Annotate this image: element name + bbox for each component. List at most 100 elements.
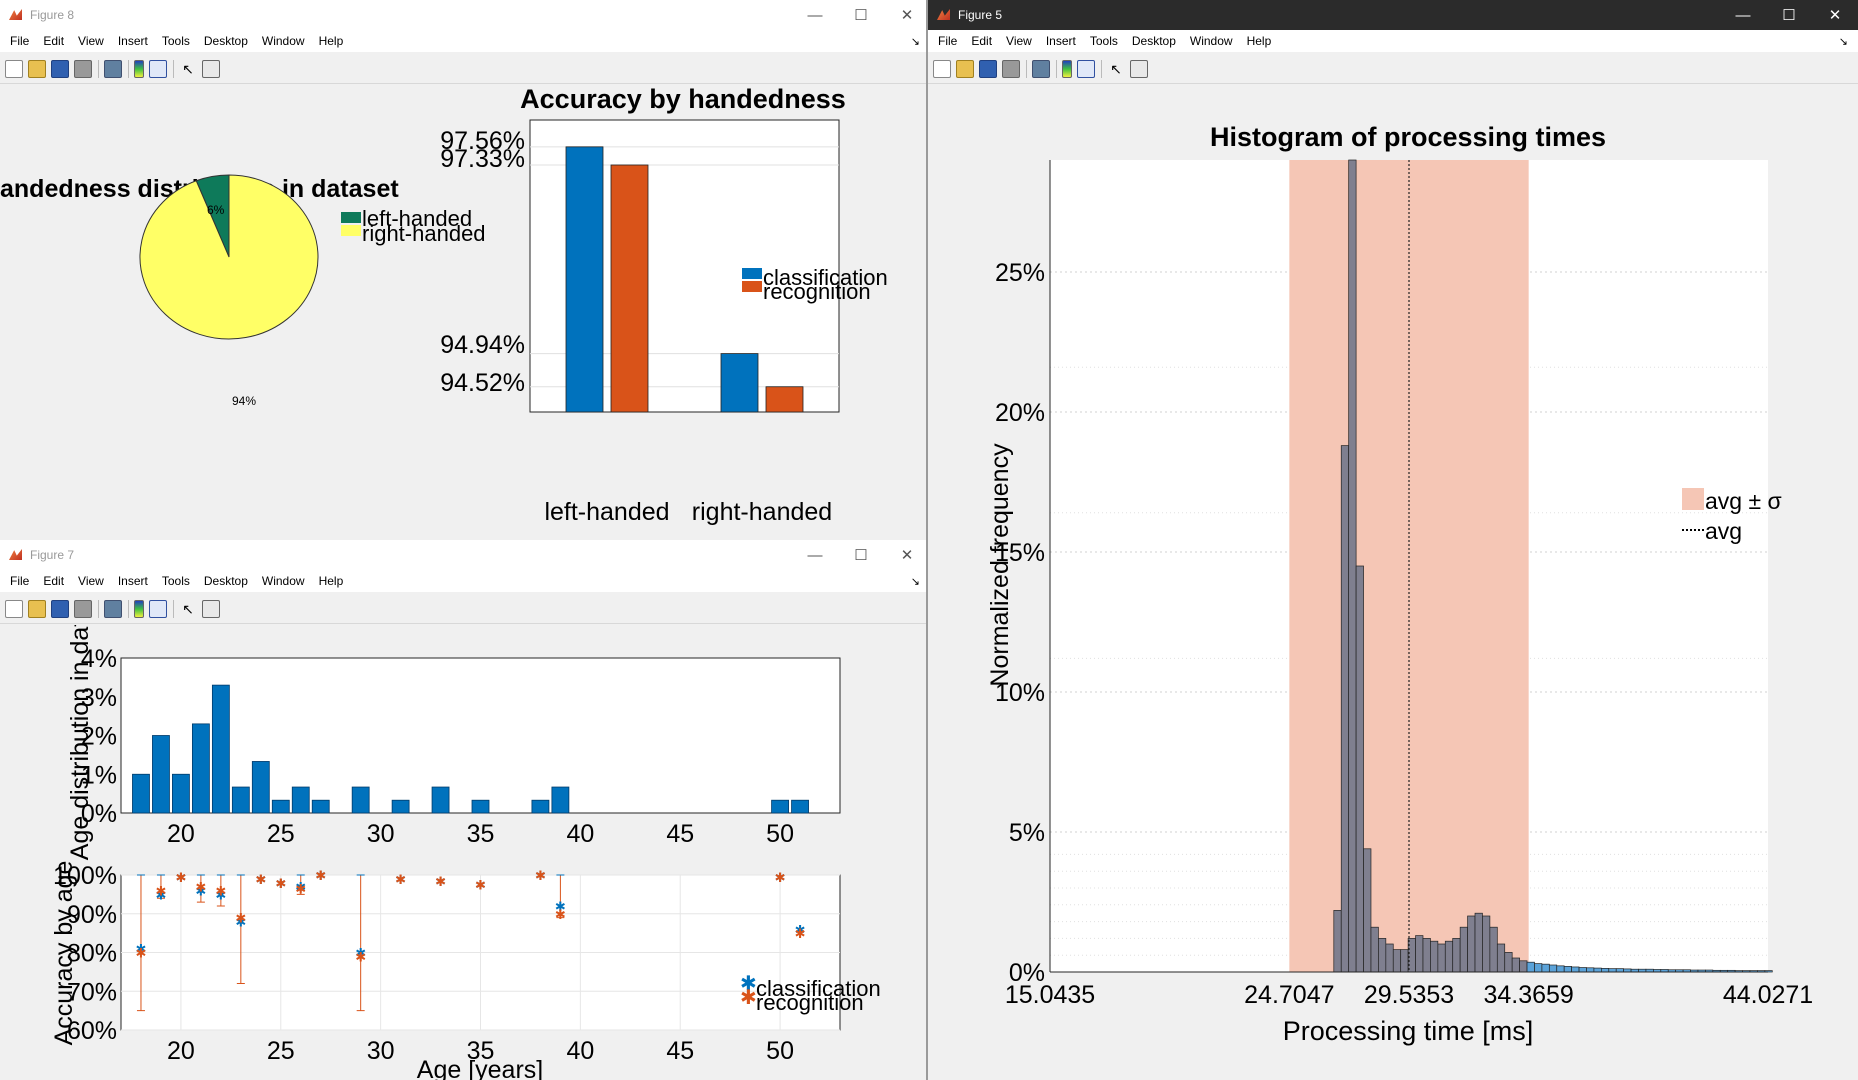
link-plot-icon[interactable] bbox=[104, 599, 122, 618]
property-inspector-icon[interactable] bbox=[1130, 59, 1148, 78]
age-dist-yticks: 4% 3% 2% 1% 0% bbox=[81, 645, 117, 828]
point-classification-21: ✱ bbox=[195, 884, 206, 899]
minimize-button[interactable]: — bbox=[807, 546, 823, 564]
menu-view[interactable]: View bbox=[78, 574, 104, 588]
age-bar-51 bbox=[791, 799, 809, 814]
print-icon[interactable] bbox=[74, 59, 92, 78]
hist-bars bbox=[1333, 159, 1773, 973]
hist-title: Histogram of processing times bbox=[1210, 122, 1606, 152]
menu-file[interactable]: File bbox=[10, 574, 30, 588]
figure-7-titlebar[interactable]: Figure 7 — ☐ ✕ bbox=[0, 540, 930, 570]
menu-desktop[interactable]: Desktop bbox=[203, 574, 248, 588]
save-icon[interactable] bbox=[51, 599, 69, 618]
legend-icon[interactable] bbox=[149, 59, 167, 78]
minimize-button[interactable]: — bbox=[807, 6, 823, 24]
property-inspector-icon[interactable] bbox=[202, 599, 220, 618]
new-figure-icon[interactable] bbox=[933, 59, 951, 78]
hist-bar bbox=[1593, 967, 1602, 973]
maximize-button[interactable]: ☐ bbox=[854, 7, 868, 24]
figure-8-titlebar[interactable]: Figure 8 — ☐ ✕ bbox=[0, 0, 930, 30]
close-button[interactable]: ✕ bbox=[1828, 7, 1842, 24]
edit-plot-arrow-icon[interactable]: ↖ bbox=[182, 600, 194, 617]
menu-tools[interactable]: Tools bbox=[1089, 34, 1118, 48]
save-icon[interactable] bbox=[51, 59, 69, 78]
age-ytick: 1% bbox=[81, 761, 117, 789]
open-icon[interactable] bbox=[956, 59, 974, 78]
menu-help[interactable]: Help bbox=[318, 574, 344, 588]
point-recognition-18: ✱ bbox=[136, 946, 147, 961]
toolbar-divider bbox=[173, 59, 174, 78]
save-icon[interactable] bbox=[979, 59, 997, 78]
new-figure-icon[interactable] bbox=[5, 59, 23, 78]
point-recognition-20: ✱ bbox=[175, 870, 186, 885]
link-plot-icon[interactable] bbox=[1032, 59, 1050, 78]
menu-edit[interactable]: Edit bbox=[43, 574, 65, 588]
matlab-figure-icon bbox=[936, 7, 952, 23]
hist-bar bbox=[1378, 938, 1387, 973]
close-button[interactable]: ✕ bbox=[900, 7, 914, 24]
menu-desktop[interactable]: Desktop bbox=[203, 34, 248, 48]
hist-bar bbox=[1340, 445, 1350, 973]
acc-ytick: 70% bbox=[67, 978, 117, 1006]
menu-insert[interactable]: Insert bbox=[117, 574, 148, 588]
print-icon[interactable] bbox=[74, 599, 92, 618]
hist-xtick: 44.0271 bbox=[1723, 981, 1813, 1009]
dock-arrow-icon[interactable]: ↘ bbox=[1838, 35, 1848, 48]
hist-xtick: 15.0435 bbox=[1005, 981, 1095, 1009]
close-button[interactable]: ✕ bbox=[900, 547, 914, 564]
new-figure-icon[interactable] bbox=[5, 599, 23, 618]
point-classification-20: ✱ bbox=[175, 870, 186, 885]
menu-desktop[interactable]: Desktop bbox=[1131, 34, 1176, 48]
menu-window[interactable]: Window bbox=[261, 34, 305, 48]
acc-xtick: 45 bbox=[666, 1037, 694, 1065]
figure-5-titlebar[interactable]: Figure 5 — ☐ ✕ bbox=[928, 0, 1858, 30]
open-icon[interactable] bbox=[28, 599, 46, 618]
ytick-94-94: 94.94% bbox=[440, 331, 525, 359]
menu-insert[interactable]: Insert bbox=[1045, 34, 1076, 48]
menu-file[interactable]: File bbox=[938, 34, 958, 48]
legend-icon[interactable] bbox=[1077, 59, 1095, 78]
maximize-button[interactable]: ☐ bbox=[854, 547, 868, 564]
menu-view[interactable]: View bbox=[1006, 34, 1032, 48]
edit-plot-arrow-icon[interactable]: ↖ bbox=[182, 60, 194, 77]
menu-help[interactable]: Help bbox=[1246, 34, 1272, 48]
point-classification-29: ✱ bbox=[355, 946, 366, 961]
dock-arrow-icon[interactable]: ↘ bbox=[910, 575, 920, 588]
edit-plot-arrow-icon[interactable]: ↖ bbox=[1110, 60, 1122, 77]
maximize-button[interactable]: ☐ bbox=[1782, 7, 1796, 24]
menu-edit[interactable]: Edit bbox=[43, 34, 65, 48]
menu-bar: File Edit View Insert Tools Desktop Wind… bbox=[0, 570, 930, 592]
colorbar-icon[interactable] bbox=[134, 599, 144, 618]
window-title: Figure 8 bbox=[30, 8, 75, 22]
legend-icon[interactable] bbox=[149, 599, 167, 618]
menu-insert[interactable]: Insert bbox=[117, 34, 148, 48]
menu-view[interactable]: View bbox=[78, 34, 104, 48]
open-icon[interactable] bbox=[28, 59, 46, 78]
point-classification-22: ✱ bbox=[215, 887, 226, 902]
menu-tools[interactable]: Tools bbox=[161, 574, 190, 588]
colorbar-icon[interactable] bbox=[134, 59, 144, 78]
matlab-figure-icon bbox=[8, 547, 24, 563]
menu-window[interactable]: Window bbox=[261, 574, 305, 588]
hist-bar bbox=[1608, 968, 1617, 973]
menu-edit[interactable]: Edit bbox=[971, 34, 993, 48]
property-inspector-icon[interactable] bbox=[202, 59, 220, 78]
print-icon[interactable] bbox=[1002, 59, 1020, 78]
menu-tools[interactable]: Tools bbox=[161, 34, 190, 48]
hist-ytick: 15% bbox=[995, 539, 1045, 567]
age-bar-25 bbox=[271, 799, 290, 814]
legend-left-handed: left-handed bbox=[362, 206, 472, 231]
hist-bar bbox=[1615, 968, 1624, 973]
menu-window[interactable]: Window bbox=[1189, 34, 1233, 48]
minimize-button[interactable]: — bbox=[1735, 6, 1751, 24]
age-bar-21 bbox=[191, 723, 210, 814]
hist-bar bbox=[1392, 949, 1402, 973]
dock-arrow-icon[interactable]: ↘ bbox=[910, 35, 920, 48]
menu-help[interactable]: Help bbox=[318, 34, 344, 48]
toolbar-divider bbox=[1056, 59, 1057, 78]
legend-recognition: recognition bbox=[763, 279, 871, 304]
link-plot-icon[interactable] bbox=[104, 59, 122, 78]
colorbar-icon[interactable] bbox=[1062, 59, 1072, 78]
menu-file[interactable]: File bbox=[10, 34, 30, 48]
hist-avg-line bbox=[1050, 160, 1768, 973]
